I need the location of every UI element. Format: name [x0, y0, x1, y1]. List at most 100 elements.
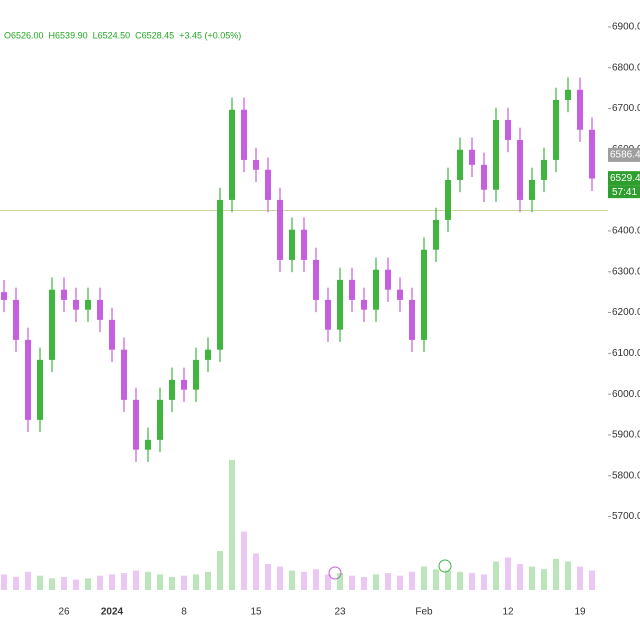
y-tick-label: 5900.00 — [612, 430, 640, 441]
candle-body — [457, 149, 463, 180]
y-tick-label: 6700.00 — [612, 103, 640, 114]
event-marker[interactable] — [328, 566, 342, 580]
y-tick-label: 5700.00 — [612, 511, 640, 522]
countdown-box — [608, 185, 640, 199]
candle-body — [577, 89, 583, 130]
candle-body — [109, 319, 115, 350]
x-tick-label: 23 — [334, 607, 346, 618]
candle-body — [265, 169, 271, 200]
candle-body — [97, 299, 103, 320]
candle-body — [229, 109, 235, 200]
volume-bar — [565, 561, 571, 590]
volume-bar — [169, 577, 175, 590]
price-label: 6586.4 — [610, 150, 640, 161]
candle-body — [493, 119, 499, 190]
volume-bar — [181, 575, 187, 590]
candle-body — [121, 349, 127, 400]
volume-bar — [1, 574, 7, 590]
y-tick-label: 6800.00 — [612, 62, 640, 73]
x-tick-label: 8 — [181, 607, 187, 618]
candle-body — [349, 279, 355, 300]
ohlc-value: C6528.45 — [135, 30, 174, 40]
volume-bar — [589, 570, 595, 590]
candle-body — [1, 292, 7, 300]
ohlc-value: H6539.90 — [49, 30, 88, 40]
candle-body — [373, 269, 379, 310]
price-label-box — [608, 147, 640, 162]
candle-body — [73, 299, 79, 310]
price-label: 6529.4 — [610, 173, 640, 184]
volume-bar — [505, 557, 511, 590]
price-label-box — [608, 171, 640, 186]
y-tick-label: 6200.00 — [612, 307, 640, 318]
candle-body — [217, 199, 223, 350]
volume-bar — [385, 573, 391, 590]
candle-body — [481, 164, 487, 190]
volume-bar — [73, 579, 79, 590]
event-marker[interactable] — [438, 559, 452, 573]
candle-body — [529, 179, 535, 200]
y-tick-label: 6900.00 — [612, 22, 640, 33]
volume-bar — [85, 578, 91, 590]
volume-bar — [13, 577, 19, 590]
candle-body — [37, 359, 43, 420]
volume-bar — [553, 558, 559, 590]
volume-bar — [325, 574, 331, 590]
volume-bar — [373, 574, 379, 590]
candle-body — [25, 339, 31, 420]
volume-bar — [217, 551, 223, 590]
candle-body — [469, 149, 475, 165]
volume-bar — [481, 574, 487, 590]
volume-bar — [361, 577, 367, 590]
volume-bar — [313, 569, 319, 590]
volume-bar — [421, 566, 427, 590]
volume-bar — [397, 575, 403, 590]
candle-body — [541, 159, 547, 180]
candle-body — [361, 299, 367, 310]
candle-body — [61, 289, 67, 300]
volume-bar — [301, 571, 307, 590]
ohlc-value: +3.45 (+0.05%) — [179, 30, 241, 40]
volume-bar — [289, 570, 295, 590]
volume-bar — [349, 575, 355, 590]
volume-bar — [97, 575, 103, 590]
candle-body — [517, 139, 523, 200]
ohlc-header: O6526.00 H6539.90 L6524.50 C6528.45 +3.45 (+… — [4, 30, 241, 40]
volume-bar — [529, 566, 535, 590]
volume-bar — [121, 573, 127, 590]
volume-bar — [49, 578, 55, 590]
volume-bar — [205, 571, 211, 590]
candle-body — [505, 119, 511, 140]
volume-bar — [541, 569, 547, 590]
candle-body — [277, 199, 283, 260]
ohlc-value: L6524.50 — [93, 30, 131, 40]
y-tick-label: 6300.00 — [612, 266, 640, 277]
volume-bar — [517, 564, 523, 590]
x-tick-label: 15 — [250, 607, 262, 618]
x-tick-label: 19 — [574, 607, 586, 618]
candle-body — [133, 399, 139, 450]
x-tick-label: 26 — [58, 607, 70, 618]
volume-bar — [193, 574, 199, 590]
candle-body — [157, 399, 163, 440]
volume-bar — [157, 574, 163, 590]
volume-bar — [469, 573, 475, 590]
candle-body — [553, 99, 559, 160]
volume-bar — [241, 531, 247, 590]
candle-body — [421, 249, 427, 340]
candle-body — [193, 359, 199, 390]
candle-body — [397, 289, 403, 300]
candle-body — [409, 299, 415, 340]
x-tick-label: 12 — [502, 607, 514, 618]
candle-body — [169, 379, 175, 400]
candle-body — [301, 229, 307, 260]
volume-bar — [577, 566, 583, 590]
candle-body — [337, 279, 343, 330]
x-tick-label: Feb — [415, 607, 433, 618]
volume-bar — [25, 571, 31, 590]
volume-bar — [493, 561, 499, 590]
volume-bar — [265, 564, 271, 590]
y-tick-label: 6100.00 — [612, 348, 640, 359]
